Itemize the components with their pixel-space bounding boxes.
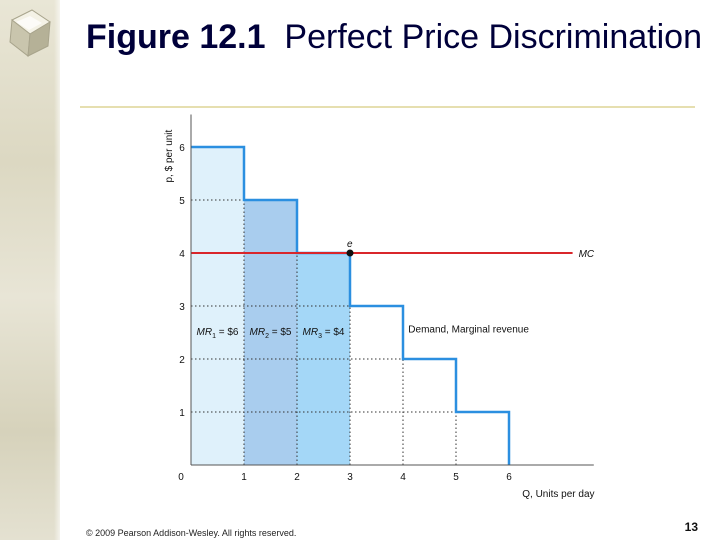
x-tick-label-3: 3 (347, 472, 353, 483)
mr-label-3: MR3 = $4 (303, 327, 345, 340)
y-tick-label-2: 2 (179, 355, 185, 366)
glass-cube-icon (9, 9, 51, 57)
x-tick-label-4: 4 (400, 472, 406, 483)
x-tick-label-0: 0 (178, 472, 184, 483)
equilibrium-point (346, 249, 354, 257)
x-tick-label-1: 1 (241, 472, 247, 483)
mr-label-2: MR2 = $5 (250, 327, 292, 340)
x-tick-label-6: 6 (506, 472, 512, 483)
y-tick-label-1: 1 (179, 408, 185, 419)
mr-bar-2 (244, 200, 297, 465)
y-tick-label-6: 6 (179, 143, 185, 154)
x-axis-label: Q, Units per day (522, 489, 594, 500)
slide-sidebar (0, 0, 60, 540)
page-number: 13 (684, 520, 698, 534)
figure-caption: Perfect Price Discrimination (284, 18, 702, 56)
title-divider (80, 106, 695, 108)
mr-label-1: MR1 = $6 (197, 327, 239, 340)
slide-title: Figure 12.1 Perfect Price Discrimination (86, 16, 702, 58)
x-tick-label-2: 2 (294, 472, 300, 483)
y-tick-label-3: 3 (179, 302, 185, 313)
demand-label: Demand, Marginal revenue (408, 325, 529, 336)
demand-curve (191, 145, 511, 465)
equilibrium-label: e (347, 239, 353, 250)
figure-number: Figure 12.1 (86, 18, 266, 56)
x-tick-label-5: 5 (453, 472, 459, 483)
y-tick-label-4: 4 (179, 249, 185, 260)
y-tick-label-5: 5 (179, 196, 185, 207)
copyright-footer: © 2009 Pearson Addison-Wesley. All right… (86, 528, 297, 538)
y-axis-label: p, $ per unit (164, 129, 175, 182)
mc-label: MC (579, 249, 595, 260)
